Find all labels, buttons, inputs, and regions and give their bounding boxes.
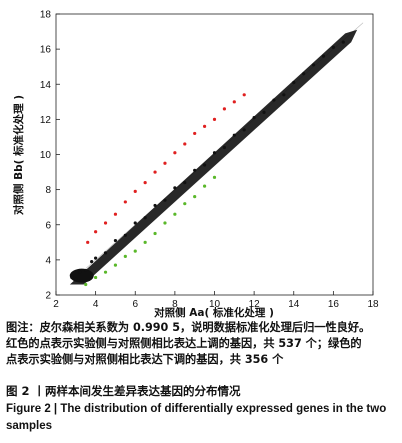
y-tick-label: 8	[45, 185, 51, 196]
x-tick-label: 10	[209, 299, 221, 310]
data-point	[173, 186, 177, 190]
x-tick-label: 12	[249, 299, 261, 310]
point-cloud	[69, 29, 358, 285]
y-tick-label: 12	[40, 115, 52, 126]
data-point	[153, 231, 157, 236]
data-point	[222, 145, 227, 150]
data-point	[143, 181, 147, 185]
tick-labels: 2 4 6 8 10 12 14 16 18 2 4 6 8 10 12 14 16 18	[40, 10, 379, 311]
data-point	[341, 40, 345, 44]
data-point	[123, 233, 127, 237]
data-point	[133, 189, 137, 193]
data-point	[163, 161, 167, 165]
data-point	[193, 131, 197, 136]
data-point	[272, 98, 276, 102]
data-point	[133, 249, 137, 253]
point-cloud-core	[69, 268, 94, 283]
x-tick-label: 8	[172, 299, 178, 310]
data-point	[331, 45, 335, 49]
y-tick-label: 6	[45, 220, 51, 231]
data-point	[173, 151, 177, 155]
data-point	[113, 263, 118, 267]
y-tick-label: 10	[40, 150, 52, 161]
x-tick-label: 6	[132, 299, 138, 310]
data-point	[193, 168, 197, 172]
figure-note-line-3: 点表示实验侧与对照侧相比表达下调的基因，共 356 个	[6, 353, 284, 366]
y-tick-label: 2	[45, 291, 51, 302]
data-point	[90, 260, 94, 264]
data-point	[74, 277, 78, 281]
data-point	[94, 230, 98, 234]
data-point	[103, 221, 108, 225]
data-point	[70, 275, 74, 280]
data-point	[212, 175, 217, 179]
data-point	[78, 270, 82, 274]
data-point	[183, 202, 187, 206]
data-point	[232, 133, 236, 137]
data-point	[163, 221, 167, 225]
data-point	[103, 270, 108, 274]
data-point	[183, 142, 187, 146]
data-point	[123, 254, 127, 258]
data-point	[94, 256, 98, 260]
x-tick-label: 4	[93, 299, 99, 310]
x-axis-label: 对照侧 Aa( 标准化处理 )	[154, 306, 274, 319]
figure-note-line-1: 图注：皮尔森相关系数为 0.990 5，说明数据标准化处理后归一性良好。	[6, 321, 371, 334]
data-point	[202, 184, 207, 188]
data-point	[173, 212, 177, 216]
x-tick-label: 18	[367, 299, 379, 310]
data-point	[86, 240, 90, 244]
data-point	[222, 107, 227, 111]
data-point	[153, 203, 157, 208]
data-point	[94, 275, 98, 280]
data-point	[321, 54, 326, 58]
data-point	[113, 212, 118, 216]
axis-ticks	[55, 13, 374, 296]
figure-note: 图注：皮尔森相关系数为 0.990 5，说明数据标准化处理后归一性良好。 红色的…	[6, 320, 400, 368]
data-point	[143, 216, 147, 220]
figure-title-zh: 图 2 丨两样本间发生差异表达基因的分布情况	[6, 384, 241, 398]
data-point	[232, 100, 236, 104]
y-tick-label: 4	[45, 255, 51, 266]
data-point	[292, 80, 296, 85]
x-tick-label: 14	[288, 299, 300, 310]
data-point	[252, 116, 256, 120]
y-tick-label: 18	[40, 10, 52, 21]
data-point	[202, 163, 207, 167]
data-point	[282, 93, 286, 97]
data-point	[84, 268, 88, 273]
figure-title-en: Figure 2 | The distribution of different…	[6, 403, 387, 432]
data-point	[113, 238, 118, 243]
y-axis-label: 对照侧 Bb( 标准化处理 )	[12, 95, 25, 215]
data-point	[133, 221, 137, 225]
y-tick-label: 14	[40, 80, 52, 91]
data-point	[212, 151, 217, 155]
data-point	[212, 117, 217, 121]
y-tick-label: 16	[40, 45, 52, 56]
data-point	[153, 170, 157, 174]
data-point	[202, 124, 207, 128]
data-point	[302, 72, 306, 76]
data-point	[262, 110, 266, 114]
data-point	[143, 240, 147, 244]
figure-note-line-2: 红色的点表示实验侧与对照侧相比表达上调的基因，共 537 个；绿色的	[6, 337, 362, 350]
x-tick-label: 2	[53, 299, 59, 310]
data-point	[311, 63, 316, 67]
x-tick-label: 16	[328, 299, 340, 310]
data-marks	[69, 22, 364, 287]
data-point	[103, 251, 108, 255]
scatter-chart: 2 4 6 8 10 12 14 16 18 2 4 6 8 10 12 14 16 18 对照侧 Aa( 标准化…	[12, 10, 379, 320]
data-point	[242, 93, 246, 97]
data-point	[123, 200, 127, 204]
data-point	[84, 282, 88, 287]
data-point	[183, 181, 187, 185]
data-point	[242, 128, 246, 132]
data-point	[193, 195, 197, 199]
data-point	[163, 198, 167, 202]
